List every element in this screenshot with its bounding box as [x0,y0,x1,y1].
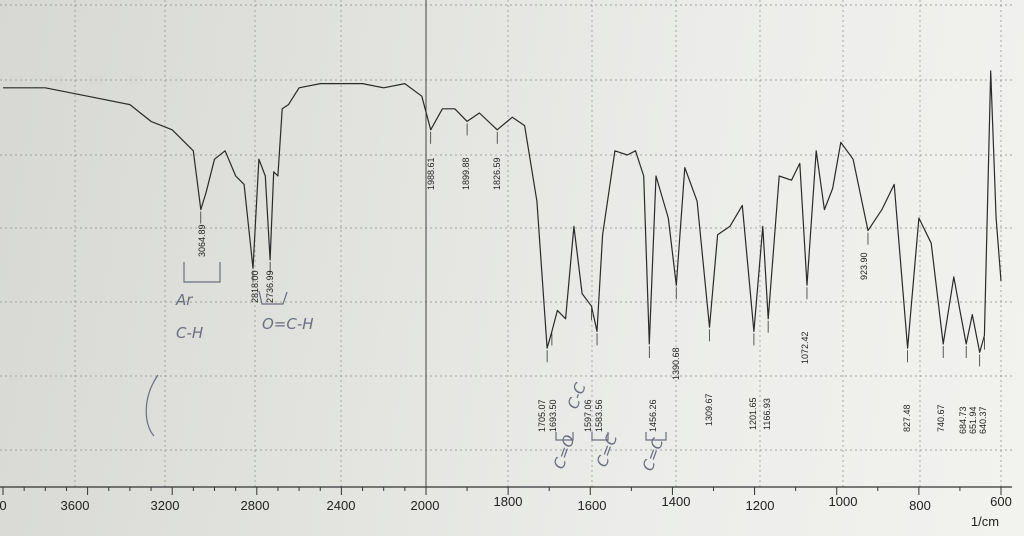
x-tick-label: 1400 [662,494,691,509]
ar-ch-bracket [183,262,221,283]
x-tick-label: 2000 [411,498,440,513]
peak-label: 2818.00 [250,270,260,303]
o-c-h-bracket [258,290,288,305]
x-tick-label: 3200 [151,498,180,513]
peak-label: 740.67 [936,404,946,432]
peak-label: 1705.07 [537,399,547,432]
c-c-bracket-1 [591,432,609,441]
peak-label: 684.73 [958,406,968,434]
peak-label: 827.48 [902,404,912,432]
x-axis-unit-label: 1/cm [971,514,999,529]
x-tick-label: 1600 [578,498,607,513]
x-tick-label: 800 [909,498,931,513]
annotation-carbonyl: C=O [550,432,579,471]
annotation-aldehyde-ch: O=C-H [262,315,314,333]
peak-label: 1309.67 [704,393,714,426]
annotation-ar: Ar [175,291,193,309]
peak-label: 923.90 [859,252,869,280]
peak-label: 1456.26 [648,399,658,432]
x-tick-label: 0 [0,498,7,513]
annotation-alkene-1: C=C [593,431,622,469]
x-axis-ticks [2,487,1002,495]
peak-label: 1597.06 [583,399,593,432]
peak-label: 1826.59 [492,157,502,190]
peak-labels: 3064.89 2818.00 2736.99 1988.61 1899.88 … [197,157,988,434]
x-tick-label: 3600 [61,498,90,513]
x-tick-label: 1800 [494,494,523,509]
peak-label: 1201.65 [748,397,758,430]
peak-label: 1072.42 [800,331,810,364]
peak-markers [200,123,985,367]
peak-label: 1988.61 [426,157,436,190]
handwritten-annotations [145,262,667,441]
peak-label: 1390.68 [671,347,681,380]
c-c-bracket-2 [645,432,667,441]
x-tick-label: 2400 [327,498,356,513]
x-tick-label: 600 [990,494,1012,509]
x-tick-label: 1200 [746,498,775,513]
annotation-ar-ch: C-H [176,324,203,342]
peak-label: 651.94 [968,406,978,434]
peak-label: 1899.88 [461,157,471,190]
x-tick-label: 1000 [829,494,858,509]
peak-label: 3064.89 [197,224,207,257]
peak-label: 640.37 [978,406,988,434]
peak-label: 1166.93 [762,398,772,430]
peak-label: 1583.56 [594,399,604,432]
spectrum-line [3,70,1002,353]
c-o-bracket [555,432,574,441]
x-tick-label: 2800 [241,498,270,513]
peak-label: 2736.99 [265,270,275,303]
peak-label: 1693.50 [548,399,558,432]
annotation-alkene-2: C=C [639,435,668,473]
pencil-curve-mark [145,374,159,437]
grid [0,0,1012,487]
